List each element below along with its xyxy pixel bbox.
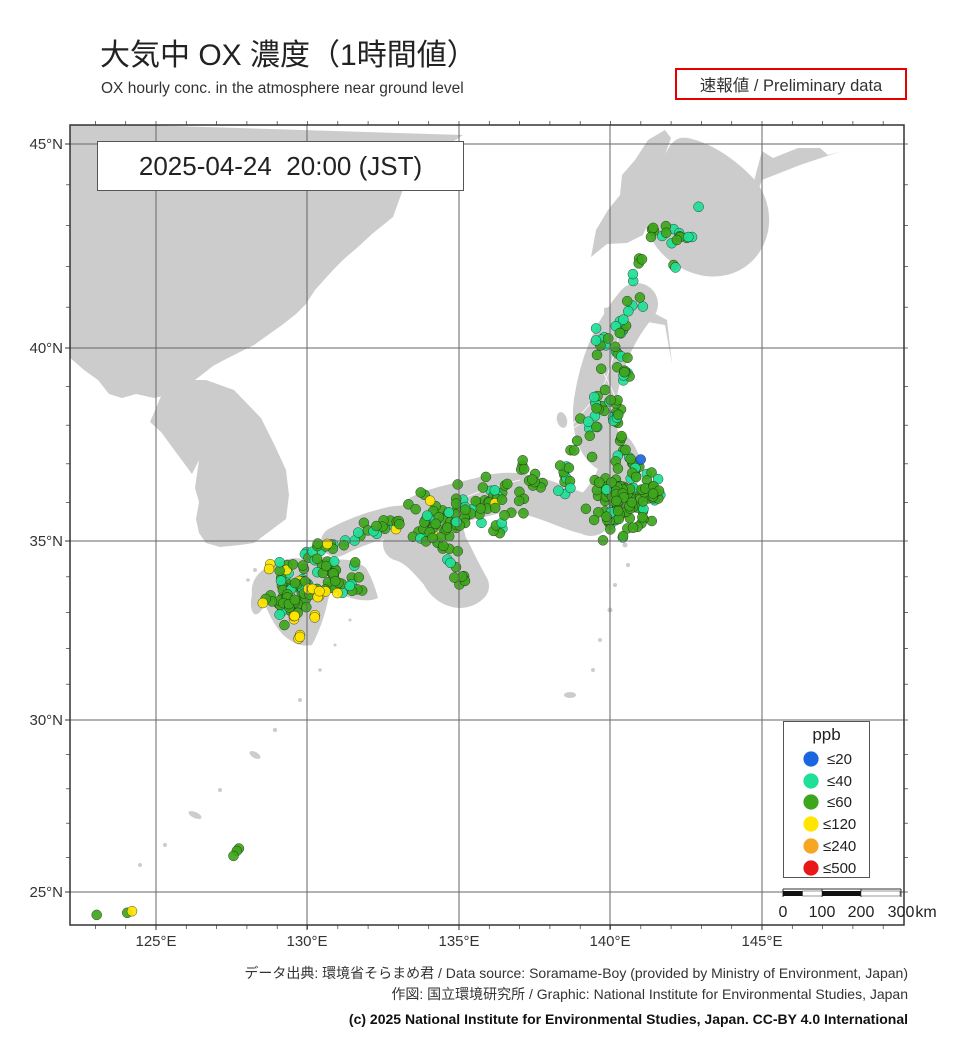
svg-text:45°N: 45°N [29,136,63,153]
svg-text:100: 100 [809,904,836,921]
svg-text:140°E: 140°E [589,933,630,950]
svg-text:135°E: 135°E [438,933,479,950]
svg-text:km: km [915,904,936,921]
svg-text:125°E: 125°E [135,933,176,950]
svg-text:0: 0 [779,904,788,921]
svg-text:40°N: 40°N [29,340,63,357]
svg-text:300: 300 [888,904,915,921]
svg-text:35°N: 35°N [29,533,63,550]
svg-text:25°N: 25°N [29,884,63,901]
svg-text:130°E: 130°E [286,933,327,950]
svg-text:30°N: 30°N [29,712,63,729]
svg-text:200: 200 [848,904,875,921]
svg-text:145°E: 145°E [741,933,782,950]
